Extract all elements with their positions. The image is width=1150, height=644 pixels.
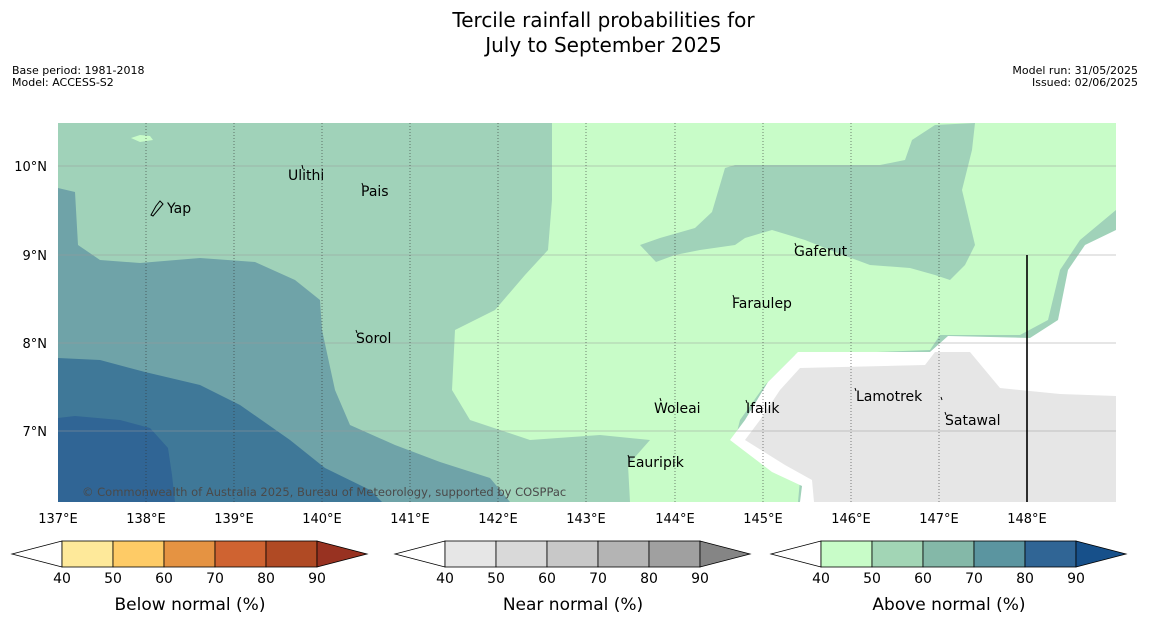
- colorbar-below-normal: 40 50 60 70 80 90 Below normal (%): [10, 540, 369, 615]
- cb-near-seg-1: [444, 540, 497, 568]
- issued-date: Issued: 02/06/2025: [1031, 76, 1138, 89]
- place-label-yap: Yap: [166, 201, 191, 217]
- cb-near-tick-70: 70: [589, 571, 607, 587]
- cb-near-label: Near normal (%): [503, 595, 643, 615]
- lon-tick-137e: 137°E: [38, 512, 78, 527]
- lat-axis: 10°N 9°N 8°N 7°N: [14, 160, 47, 440]
- place-label-woleai: Woleai: [654, 401, 701, 417]
- place-label-faraulep: Faraulep: [732, 296, 792, 312]
- lon-tick-143e: 143°E: [566, 512, 606, 527]
- cb-near-seg-6: [699, 540, 752, 568]
- cb-below-tick-70: 70: [206, 571, 224, 587]
- cb-near-seg-0: [393, 540, 446, 568]
- region-above-50-patch: [640, 123, 975, 280]
- lon-tick-146e: 146°E: [831, 512, 871, 527]
- lat-tick-9n: 9°N: [23, 249, 48, 264]
- cb-above-seg-3: [922, 540, 975, 568]
- meridians: [145, 123, 940, 502]
- lon-tick-145e: 145°E: [743, 512, 783, 527]
- cb-below-label: Below normal (%): [115, 595, 266, 615]
- cb-above-seg-0: [769, 540, 822, 568]
- cb-near-seg-4: [597, 540, 650, 568]
- cb-near-tick-60: 60: [538, 571, 556, 587]
- lon-tick-142e: 142°E: [478, 512, 518, 527]
- place-labels: Yap Ulithi Pais Gaferut Faraulep Sorol W…: [166, 168, 1000, 471]
- cb-above-label: Above normal (%): [872, 595, 1025, 615]
- cb-near-seg-5: [648, 540, 701, 568]
- lon-tick-147e: 147°E: [919, 512, 959, 527]
- cb-above-tick-40: 40: [812, 571, 830, 587]
- base-period: Base period: 1981-2018: [12, 64, 145, 77]
- cb-above-tick-50: 50: [863, 571, 881, 587]
- meta-right: Model run: 31/05/2025 Issued: 02/06/2025: [1012, 65, 1138, 89]
- place-label-eauripik: Eauripik: [627, 455, 685, 471]
- title-line-1: Tercile rainfall probabilities for: [452, 8, 755, 32]
- lon-tick-141e: 141°E: [390, 512, 430, 527]
- cb-above-seg-6: [1075, 540, 1128, 568]
- cb-above-tick-70: 70: [965, 571, 983, 587]
- cb-near-seg-2: [495, 540, 548, 568]
- cb-near-tick-80: 80: [640, 571, 658, 587]
- cb-below-seg-6: [316, 540, 369, 568]
- region-near-normal: [745, 352, 1116, 502]
- place-label-satawal: Satawal: [945, 413, 1000, 429]
- lon-axis: 137°E 138°E 139°E 140°E 141°E 142°E 143°…: [38, 512, 1047, 527]
- cb-near-seg-3: [546, 540, 599, 568]
- lat-tick-7n: 7°N: [23, 425, 48, 440]
- lon-tick-139e: 139°E: [214, 512, 254, 527]
- cb-above-tick-60: 60: [914, 571, 932, 587]
- cb-below-tick-60: 60: [155, 571, 173, 587]
- probability-map: Yap Ulithi Pais Gaferut Faraulep Sorol W…: [58, 123, 1116, 502]
- parallels: [58, 165, 1116, 432]
- islands: [150, 164, 947, 459]
- yap-island-outline: [150, 200, 164, 217]
- cb-below-tick-80: 80: [257, 571, 275, 587]
- lon-tick-148e: 148°E: [1007, 512, 1047, 527]
- cb-below-tick-40: 40: [53, 571, 71, 587]
- cb-above-tick-80: 80: [1016, 571, 1034, 587]
- colorbar-above-normal: 40 50 60 70 80 90 Above normal (%): [769, 540, 1128, 615]
- cb-above-tick-90: 90: [1067, 571, 1085, 587]
- place-label-lamotrek: Lamotrek: [856, 389, 923, 405]
- cb-below-seg-3: [163, 540, 216, 568]
- lon-tick-140e: 140°E: [302, 512, 342, 527]
- cb-below-seg-0: [10, 540, 63, 568]
- meta-left: Base period: 1981-2018 Model: ACCESS-S2: [12, 65, 144, 89]
- lat-tick-10n: 10°N: [14, 160, 47, 175]
- place-label-gaferut: Gaferut: [794, 244, 848, 260]
- lat-tick-8n: 8°N: [23, 337, 48, 352]
- cb-near-tick-90: 90: [691, 571, 709, 587]
- lon-tick-138e: 138°E: [126, 512, 166, 527]
- place-label-ulithi: Ulithi: [288, 168, 324, 184]
- model-run: Model run: 31/05/2025: [1012, 64, 1138, 77]
- cb-below-seg-1: [61, 540, 114, 568]
- region-above-40-small: [131, 135, 153, 142]
- cb-below-seg-2: [112, 540, 165, 568]
- copyright-notice: © Commonwealth of Australia 2025, Bureau…: [82, 485, 566, 499]
- title-line-2: July to September 2025: [485, 33, 722, 57]
- cb-below-seg-5: [265, 540, 318, 568]
- cb-near-tick-40: 40: [436, 571, 454, 587]
- place-label-ifalik: Ifalik: [746, 401, 780, 417]
- map-title: Tercile rainfall probabilities for July …: [0, 8, 1150, 58]
- cb-near-tick-50: 50: [487, 571, 505, 587]
- place-label-pais: Pais: [361, 184, 389, 200]
- place-label-sorol: Sorol: [356, 331, 391, 347]
- cb-above-seg-2: [871, 540, 924, 568]
- cb-above-seg-4: [973, 540, 1026, 568]
- cb-below-tick-90: 90: [308, 571, 326, 587]
- cb-above-seg-1: [820, 540, 873, 568]
- lon-tick-144e: 144°E: [655, 512, 695, 527]
- cb-below-tick-50: 50: [104, 571, 122, 587]
- cb-below-seg-4: [214, 540, 267, 568]
- colorbar-near-normal: 40 50 60 70 80 90 Near normal (%): [393, 540, 752, 615]
- cb-above-seg-5: [1024, 540, 1077, 568]
- model-name: Model: ACCESS-S2: [12, 76, 114, 89]
